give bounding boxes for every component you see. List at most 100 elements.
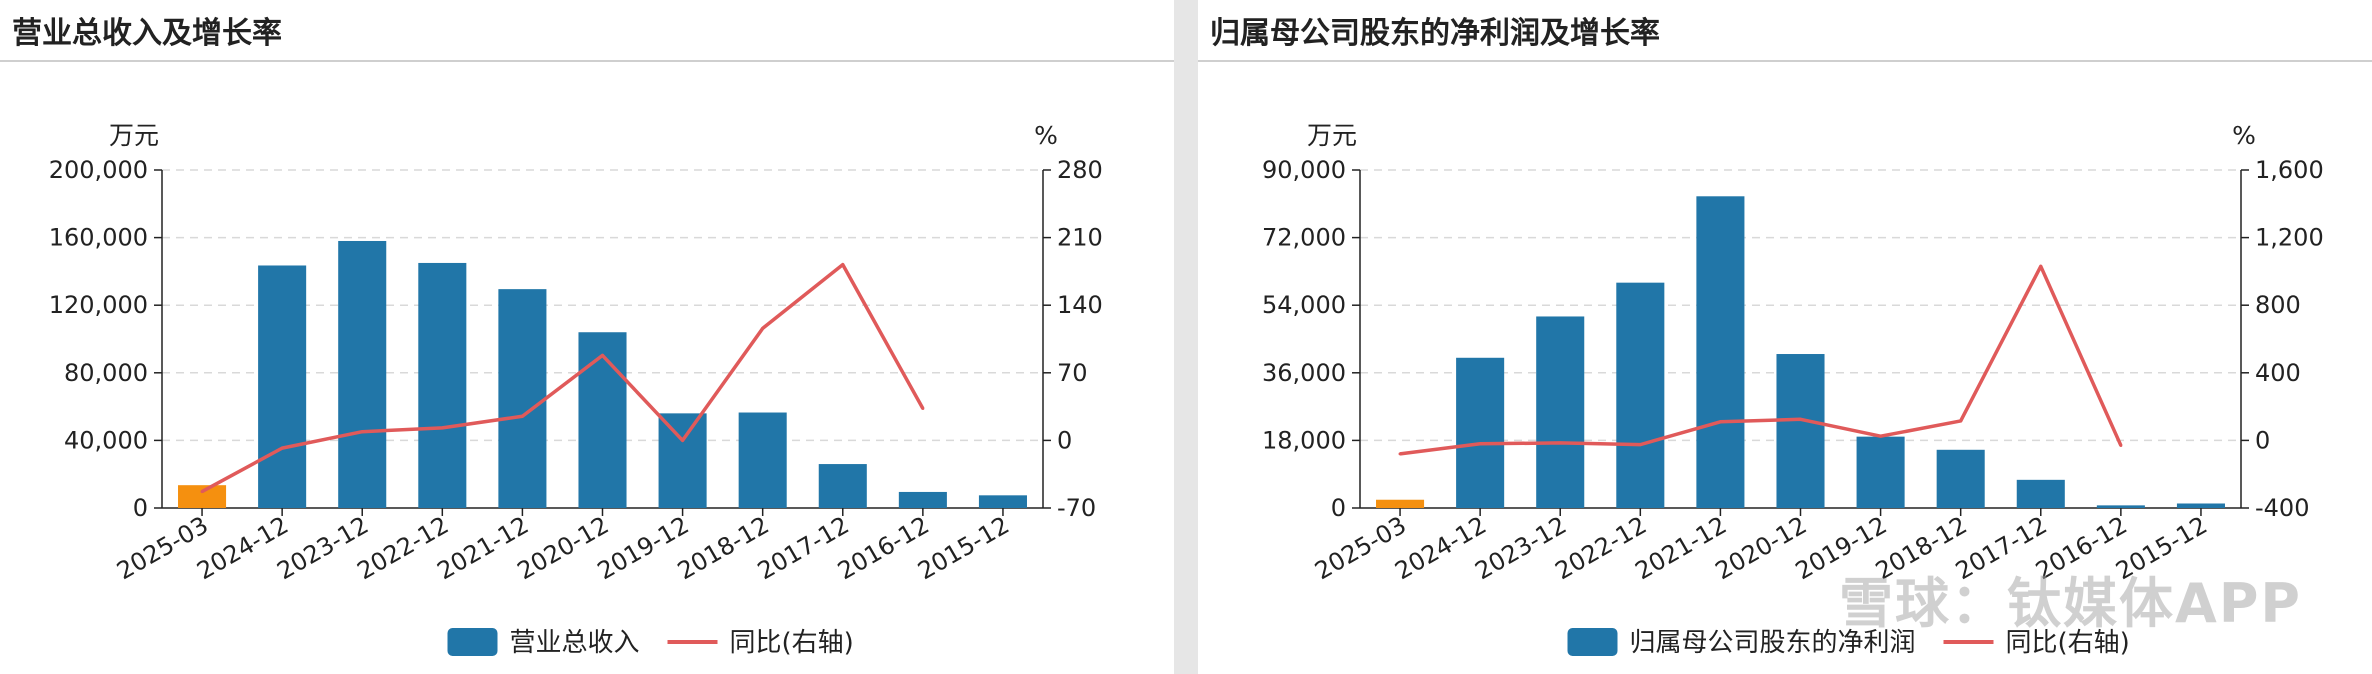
x-tick-label: 2023-12 — [272, 511, 373, 585]
x-tick-label: 2019-12 — [593, 511, 694, 585]
bar — [1696, 196, 1745, 509]
x-tick-label: 2023-12 — [1470, 511, 1571, 585]
x-tick-label: 2024-12 — [192, 511, 293, 585]
growth-line — [201, 262, 925, 494]
right-tick-label: 1,200 — [2255, 224, 2324, 252]
bar — [418, 262, 467, 508]
bar — [818, 464, 867, 508]
line-point — [200, 490, 204, 494]
bar — [898, 491, 947, 508]
right-tick-label: 400 — [2255, 359, 2301, 387]
bar — [738, 412, 787, 508]
right-tick-label: 0 — [2255, 426, 2270, 454]
chart-title: 归属母公司股东的净利润及增长率 — [1210, 16, 1660, 51]
x-tick-label: 2020-12 — [513, 511, 614, 585]
left-axis-unit: 万元 — [1307, 121, 1357, 150]
legend-line-label: 同比(右轴) — [2006, 628, 2130, 658]
line-point — [761, 326, 765, 330]
right-tick-label: 1,600 — [2255, 156, 2324, 184]
left-tick-label: 54,000 — [1262, 291, 1346, 319]
right-tick-label: 280 — [1057, 156, 1103, 184]
bar — [258, 265, 307, 508]
x-tick-label: 2017-12 — [753, 511, 854, 585]
panel-divider — [1174, 0, 1198, 674]
left-tick-label: 36,000 — [1262, 359, 1346, 387]
x-tick-label: 2020-12 — [1711, 511, 1812, 585]
line-point — [440, 426, 444, 430]
legend-bar-label: 归属母公司股东的净利润 — [1630, 628, 1916, 658]
right-tick-label: 0 — [1057, 426, 1072, 454]
line-point — [280, 446, 284, 450]
left-axis-unit: 万元 — [109, 121, 159, 150]
title-divider — [1198, 60, 2372, 62]
left-tick-label: 90,000 — [1262, 156, 1346, 184]
line-point — [921, 407, 925, 411]
left-tick-label: 0 — [133, 494, 148, 522]
bar — [1536, 316, 1585, 508]
line-point — [1959, 419, 1963, 423]
legend-line-label: 同比(右轴) — [730, 628, 854, 658]
line-point — [1879, 434, 1883, 438]
line-point — [1398, 452, 1402, 456]
net-profit-chart-panel: 归属母公司股东的净利润及增长率 万元% 0 -400 18,000 0 36,000 400… — [1198, 0, 2372, 674]
bar — [1856, 436, 1905, 508]
legend-bar-label: 营业总收入 — [510, 628, 640, 658]
x-tick-label: 2018-12 — [673, 511, 774, 585]
bar — [2096, 505, 2145, 508]
bar — [1456, 357, 1505, 508]
legend-bar-swatch — [1567, 628, 1618, 656]
line-point — [1558, 441, 1562, 445]
x-tick-label: 2022-12 — [1550, 511, 1651, 585]
right-tick-label: -400 — [2255, 494, 2309, 522]
growth-line — [1399, 264, 2123, 456]
line-point — [1638, 443, 1642, 447]
left-tick-label: 0 — [1331, 494, 1346, 522]
left-tick-label: 120,000 — [49, 291, 148, 319]
bar — [338, 240, 387, 509]
bar — [498, 289, 547, 508]
bar — [2176, 503, 2225, 508]
x-tick-label: 2016-12 — [833, 511, 934, 585]
right-axis-unit: % — [1034, 121, 1058, 150]
right-tick-label: 210 — [1057, 224, 1103, 252]
line-point — [360, 430, 364, 434]
x-tick-label: 2025-03 — [1310, 511, 1411, 585]
bar — [2016, 479, 2065, 508]
left-tick-label: 160,000 — [49, 224, 148, 252]
bar — [578, 332, 627, 508]
right-tick-label: 70 — [1057, 359, 1088, 387]
title-divider — [0, 60, 1174, 62]
x-tick-label: 2025-03 — [112, 511, 213, 585]
line-point — [1478, 442, 1482, 446]
revenue-chart: 万元 % 0 -70 40,000 0 80,000 70 120,000 140 160,000 2… — [49, 121, 1103, 658]
right-tick-label: 140 — [1057, 291, 1103, 319]
legend-bar-swatch — [447, 628, 498, 656]
x-tick-label: 2021-12 — [1631, 511, 1732, 585]
left-tick-label: 40,000 — [64, 426, 148, 454]
bar — [1776, 354, 1825, 508]
bar — [1936, 449, 1985, 508]
left-tick-label: 200,000 — [49, 156, 148, 184]
line-point — [2039, 264, 2043, 268]
x-tick-label: 2022-12 — [352, 511, 453, 585]
right-axis-unit: % — [2232, 121, 2256, 150]
bar — [658, 413, 707, 508]
bar — [1616, 282, 1665, 508]
left-tick-label: 72,000 — [1262, 224, 1346, 252]
chart-title: 营业总收入及增长率 — [12, 16, 282, 51]
left-tick-label: 80,000 — [64, 359, 148, 387]
line-point — [520, 414, 524, 418]
line-point — [2119, 443, 2123, 447]
x-tick-label: 2021-12 — [433, 511, 534, 585]
bar — [1376, 499, 1425, 508]
line-point — [681, 438, 685, 442]
x-tick-label: 2024-12 — [1390, 511, 1491, 585]
watermark-text: 雪球：钛媒体APP — [1839, 572, 2302, 635]
bar — [978, 495, 1027, 508]
left-tick-label: 18,000 — [1262, 426, 1346, 454]
x-tick-label: 2015-12 — [913, 511, 1014, 585]
right-tick-label: -70 — [1057, 494, 1096, 522]
line-point — [1718, 420, 1722, 424]
right-tick-label: 800 — [2255, 291, 2301, 319]
line-point — [601, 353, 604, 357]
